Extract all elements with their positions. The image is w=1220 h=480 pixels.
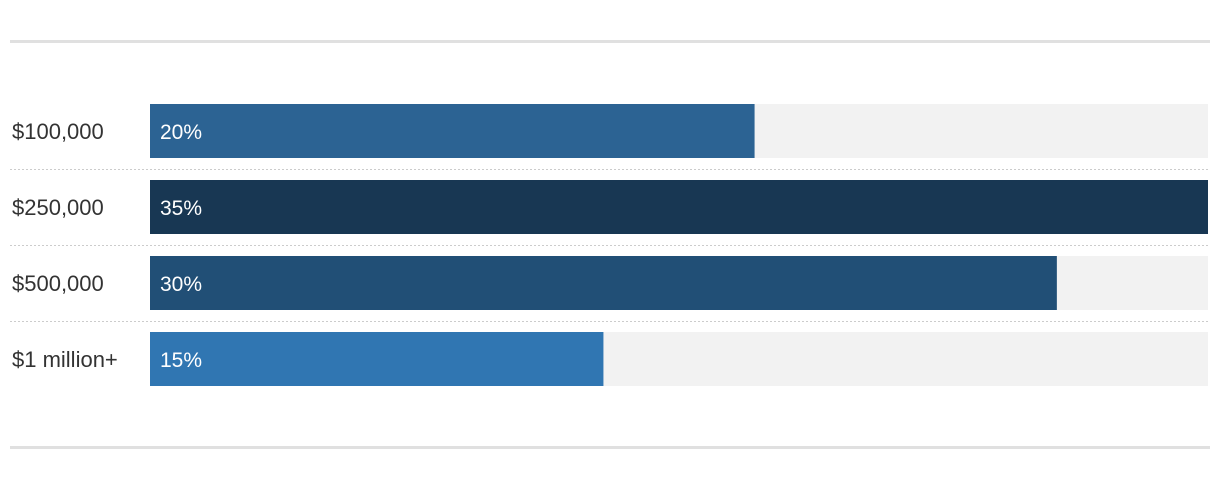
top-rule	[10, 40, 1210, 43]
bar	[150, 332, 604, 386]
value-label: 15%	[160, 349, 202, 372]
category-label: $250,000	[12, 195, 104, 220]
category-label: $500,000	[12, 271, 104, 296]
category-label: $100,000	[12, 119, 104, 144]
bottom-rule	[10, 446, 1210, 449]
bar	[150, 104, 755, 158]
value-label: 20%	[160, 121, 202, 144]
bar	[150, 180, 1208, 234]
bar	[150, 256, 1057, 310]
value-label: 30%	[160, 273, 202, 296]
category-label: $1 million+	[12, 347, 118, 372]
chart-rows: $100,000 20% $250,000 35% $500,000 30% $1 mill…	[10, 104, 1210, 386]
value-label: 35%	[160, 197, 202, 220]
